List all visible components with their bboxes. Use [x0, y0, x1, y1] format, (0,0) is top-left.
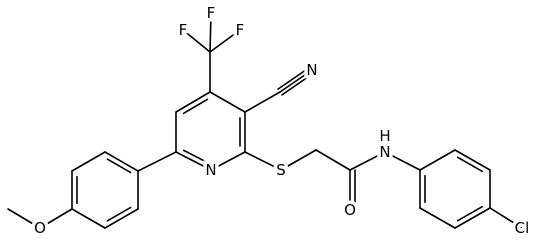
bond: [281, 72, 315, 96]
bond: [209, 12, 212, 53]
bond: [489, 207, 523, 229]
bond: [384, 151, 421, 171]
bond: [456, 156, 483, 173]
bond: [182, 98, 209, 115]
bond: [209, 91, 246, 113]
bond: [137, 151, 177, 172]
atom-label: N: [306, 61, 317, 79]
bond: [182, 149, 210, 164]
bond: [182, 29, 211, 53]
bond: [104, 151, 139, 172]
atom-labels: F F F N N S O N H Cl O: [31, 1, 533, 239]
bond: [349, 151, 386, 171]
bond: [454, 149, 491, 171]
bond: [104, 208, 139, 229]
bond: [456, 205, 483, 222]
atom-label: H: [379, 127, 390, 145]
bond: [71, 151, 106, 172]
bond: [419, 207, 456, 229]
bond: [71, 208, 106, 229]
atom-label: N: [205, 161, 216, 179]
atom-label: O: [344, 201, 356, 219]
bond: [244, 151, 282, 171]
atom-label: N: [379, 143, 390, 161]
bond: [280, 149, 317, 171]
bond: [279, 69, 313, 93]
bond: [175, 91, 211, 113]
bond: [106, 206, 132, 222]
bond: [106, 158, 132, 174]
bond: [277, 66, 311, 90]
bond: [454, 207, 491, 229]
bonds: [7, 12, 523, 229]
bond: [7, 208, 41, 229]
bond: [244, 91, 281, 113]
bond: [315, 149, 351, 171]
atom-label: S: [276, 161, 286, 179]
bond: [175, 151, 212, 171]
bond: [210, 151, 246, 171]
atom-label: F: [236, 21, 245, 39]
atom-label: F: [179, 21, 188, 39]
atom-label: F: [207, 4, 216, 22]
atom-label: O: [34, 219, 46, 237]
bond: [419, 149, 456, 171]
bond: [209, 29, 241, 53]
atom-label: Cl: [515, 219, 530, 237]
bond: [39, 208, 73, 229]
